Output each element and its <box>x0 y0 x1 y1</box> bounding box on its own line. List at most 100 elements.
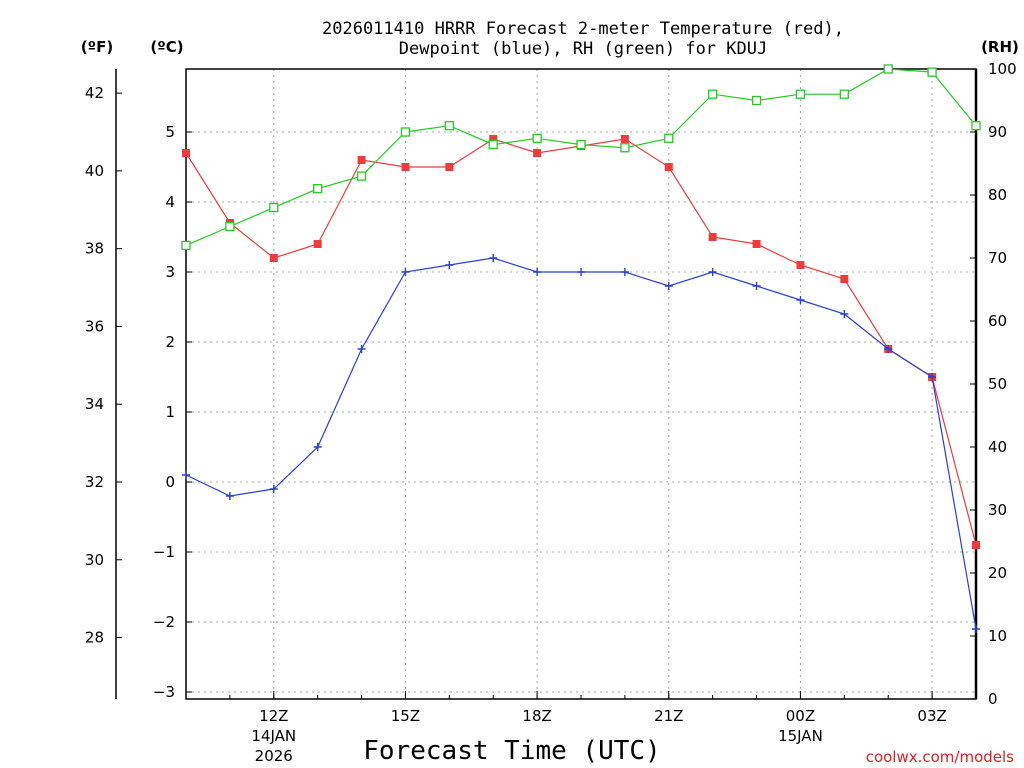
rh-line <box>185 68 977 246</box>
dewpoint-point <box>708 268 717 276</box>
dewpoint-point <box>928 373 937 381</box>
y-tick-label-f: 40 <box>85 162 104 180</box>
dewpoint-point <box>664 282 673 290</box>
y-tick-label-f: 36 <box>85 317 104 335</box>
rh-point <box>664 133 674 143</box>
y-tick-label-c: 3 <box>165 263 175 281</box>
y-tick-label-f: 32 <box>85 473 104 491</box>
rh-point <box>488 139 498 150</box>
rh-point <box>269 202 279 213</box>
dewpoint-point <box>884 345 893 353</box>
y-tick-label-rh: 70 <box>988 249 1007 267</box>
rh-point <box>444 121 454 131</box>
celsius-unit-label: (ºC) <box>150 38 183 56</box>
y-tick-label-f: 42 <box>85 84 104 102</box>
y-tick-label-rh: 90 <box>988 123 1007 141</box>
temperature-point <box>533 149 542 157</box>
rh-point <box>620 143 630 153</box>
fahrenheit-unit-label: (ºF) <box>81 38 113 56</box>
rh-point <box>181 240 191 251</box>
dewpoint-point <box>840 310 849 318</box>
x-tick-label: 15Z <box>391 707 420 725</box>
temperature-point <box>489 135 498 143</box>
temperature-point <box>445 163 454 171</box>
y-tick-label-c: 5 <box>165 123 175 141</box>
dewpoint-point <box>620 268 629 276</box>
rh-point <box>883 64 893 74</box>
temperature-point <box>664 163 673 171</box>
y-tick-label-c: 0 <box>165 473 175 491</box>
rh-point <box>313 184 323 194</box>
y-tick-label-c: 1 <box>165 403 175 421</box>
series-layer <box>181 64 981 633</box>
x-tick-label: 21Z <box>654 707 683 725</box>
x-tick-label: 18Z <box>522 707 551 725</box>
rh-point <box>839 89 849 99</box>
dewpoint-point <box>445 261 454 269</box>
y-tick-label-f: 28 <box>85 629 104 647</box>
y-tick-label-f: 30 <box>85 551 104 569</box>
dewpoint-point <box>225 492 234 500</box>
temperature-line <box>185 138 977 546</box>
y-tick-label-c: 4 <box>165 193 175 211</box>
dewpoint-point <box>752 282 761 290</box>
grid-layer <box>186 69 976 699</box>
temperature-point <box>620 135 629 143</box>
dewpoint-point <box>401 268 410 276</box>
temperature-point <box>840 275 849 283</box>
y-tick-label-rh: 40 <box>988 438 1007 456</box>
rh-point <box>708 89 718 99</box>
rh-point <box>751 95 762 106</box>
x-tick-date-label: 15JAN <box>778 727 823 745</box>
temperature-point <box>708 233 717 241</box>
y-tick-label-rh: 30 <box>988 501 1007 519</box>
x-tick-label: 03Z <box>917 707 946 725</box>
temperature-point <box>796 261 805 269</box>
y-tick-label-c: 2 <box>165 333 175 351</box>
y-tick-label-c: −2 <box>153 613 175 631</box>
rh-point <box>927 67 937 77</box>
y-tick-label-c: −1 <box>153 543 175 561</box>
temperature-point <box>313 240 322 248</box>
x-axis-title: Forecast Time (UTC) <box>363 736 660 766</box>
temperature-point <box>972 541 980 549</box>
plot-frame <box>185 68 977 700</box>
dewpoint-point <box>533 268 542 276</box>
dewpoint-point <box>796 296 805 304</box>
y-tick-label-rh: 50 <box>988 375 1007 393</box>
temperature-point <box>752 240 761 248</box>
y-tick-label-rh: 10 <box>988 627 1007 645</box>
y-tick-label-f: 38 <box>85 240 104 258</box>
rh-point <box>400 127 411 137</box>
rh-point <box>532 133 542 143</box>
rh-point <box>971 121 981 131</box>
dewpoint-point <box>182 471 190 479</box>
credit-text: coolwx.com/models <box>866 748 1014 766</box>
y-tick-label-f: 34 <box>85 395 104 413</box>
y-tick-label-rh: 0 <box>988 690 998 708</box>
chart-title-line-2: Dewpoint (blue), RH (green) for KDUJ <box>399 39 767 59</box>
y-tick-label-rh: 60 <box>988 312 1007 330</box>
x-tick-label: 12Z <box>259 707 288 725</box>
temperature-point <box>269 254 278 262</box>
x-tick-date-label: 14JAN <box>251 727 296 745</box>
temperature-point <box>182 149 190 157</box>
dewpoint-line <box>185 257 977 630</box>
dewpoint-point <box>357 345 366 353</box>
dewpoint-point <box>972 625 980 633</box>
y-tick-label-c: −3 <box>153 683 175 701</box>
y-tick-label-rh: 20 <box>988 564 1007 582</box>
axis-layer: −3−2−10123452830323436384042010203040506… <box>85 60 1017 765</box>
rh-unit-label: (RH) <box>981 38 1019 56</box>
rh-point <box>795 89 806 99</box>
dewpoint-point <box>269 485 278 493</box>
rh-point <box>225 221 235 232</box>
y-tick-label-rh: 100 <box>988 60 1017 78</box>
x-tick-label: 00Z <box>786 707 815 725</box>
dewpoint-point <box>577 268 585 276</box>
x-tick-year-label: 2026 <box>255 747 293 765</box>
temperature-point <box>401 163 410 171</box>
dewpoint-point <box>313 443 322 451</box>
temperature-point <box>357 156 366 164</box>
